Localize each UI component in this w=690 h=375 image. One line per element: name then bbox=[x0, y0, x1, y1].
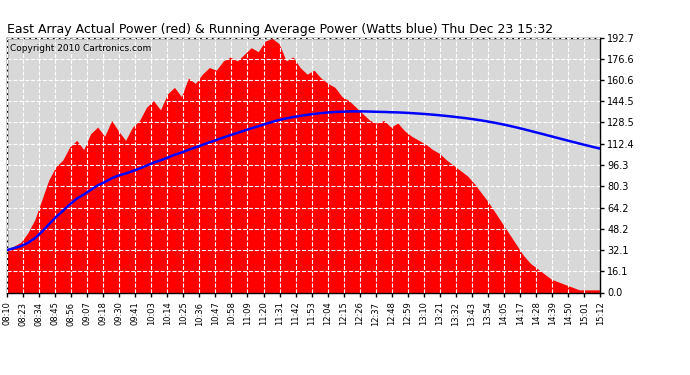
Text: East Array Actual Power (red) & Running Average Power (Watts blue) Thu Dec 23 15: East Array Actual Power (red) & Running … bbox=[7, 23, 553, 36]
Text: Copyright 2010 Cartronics.com: Copyright 2010 Cartronics.com bbox=[10, 44, 151, 53]
